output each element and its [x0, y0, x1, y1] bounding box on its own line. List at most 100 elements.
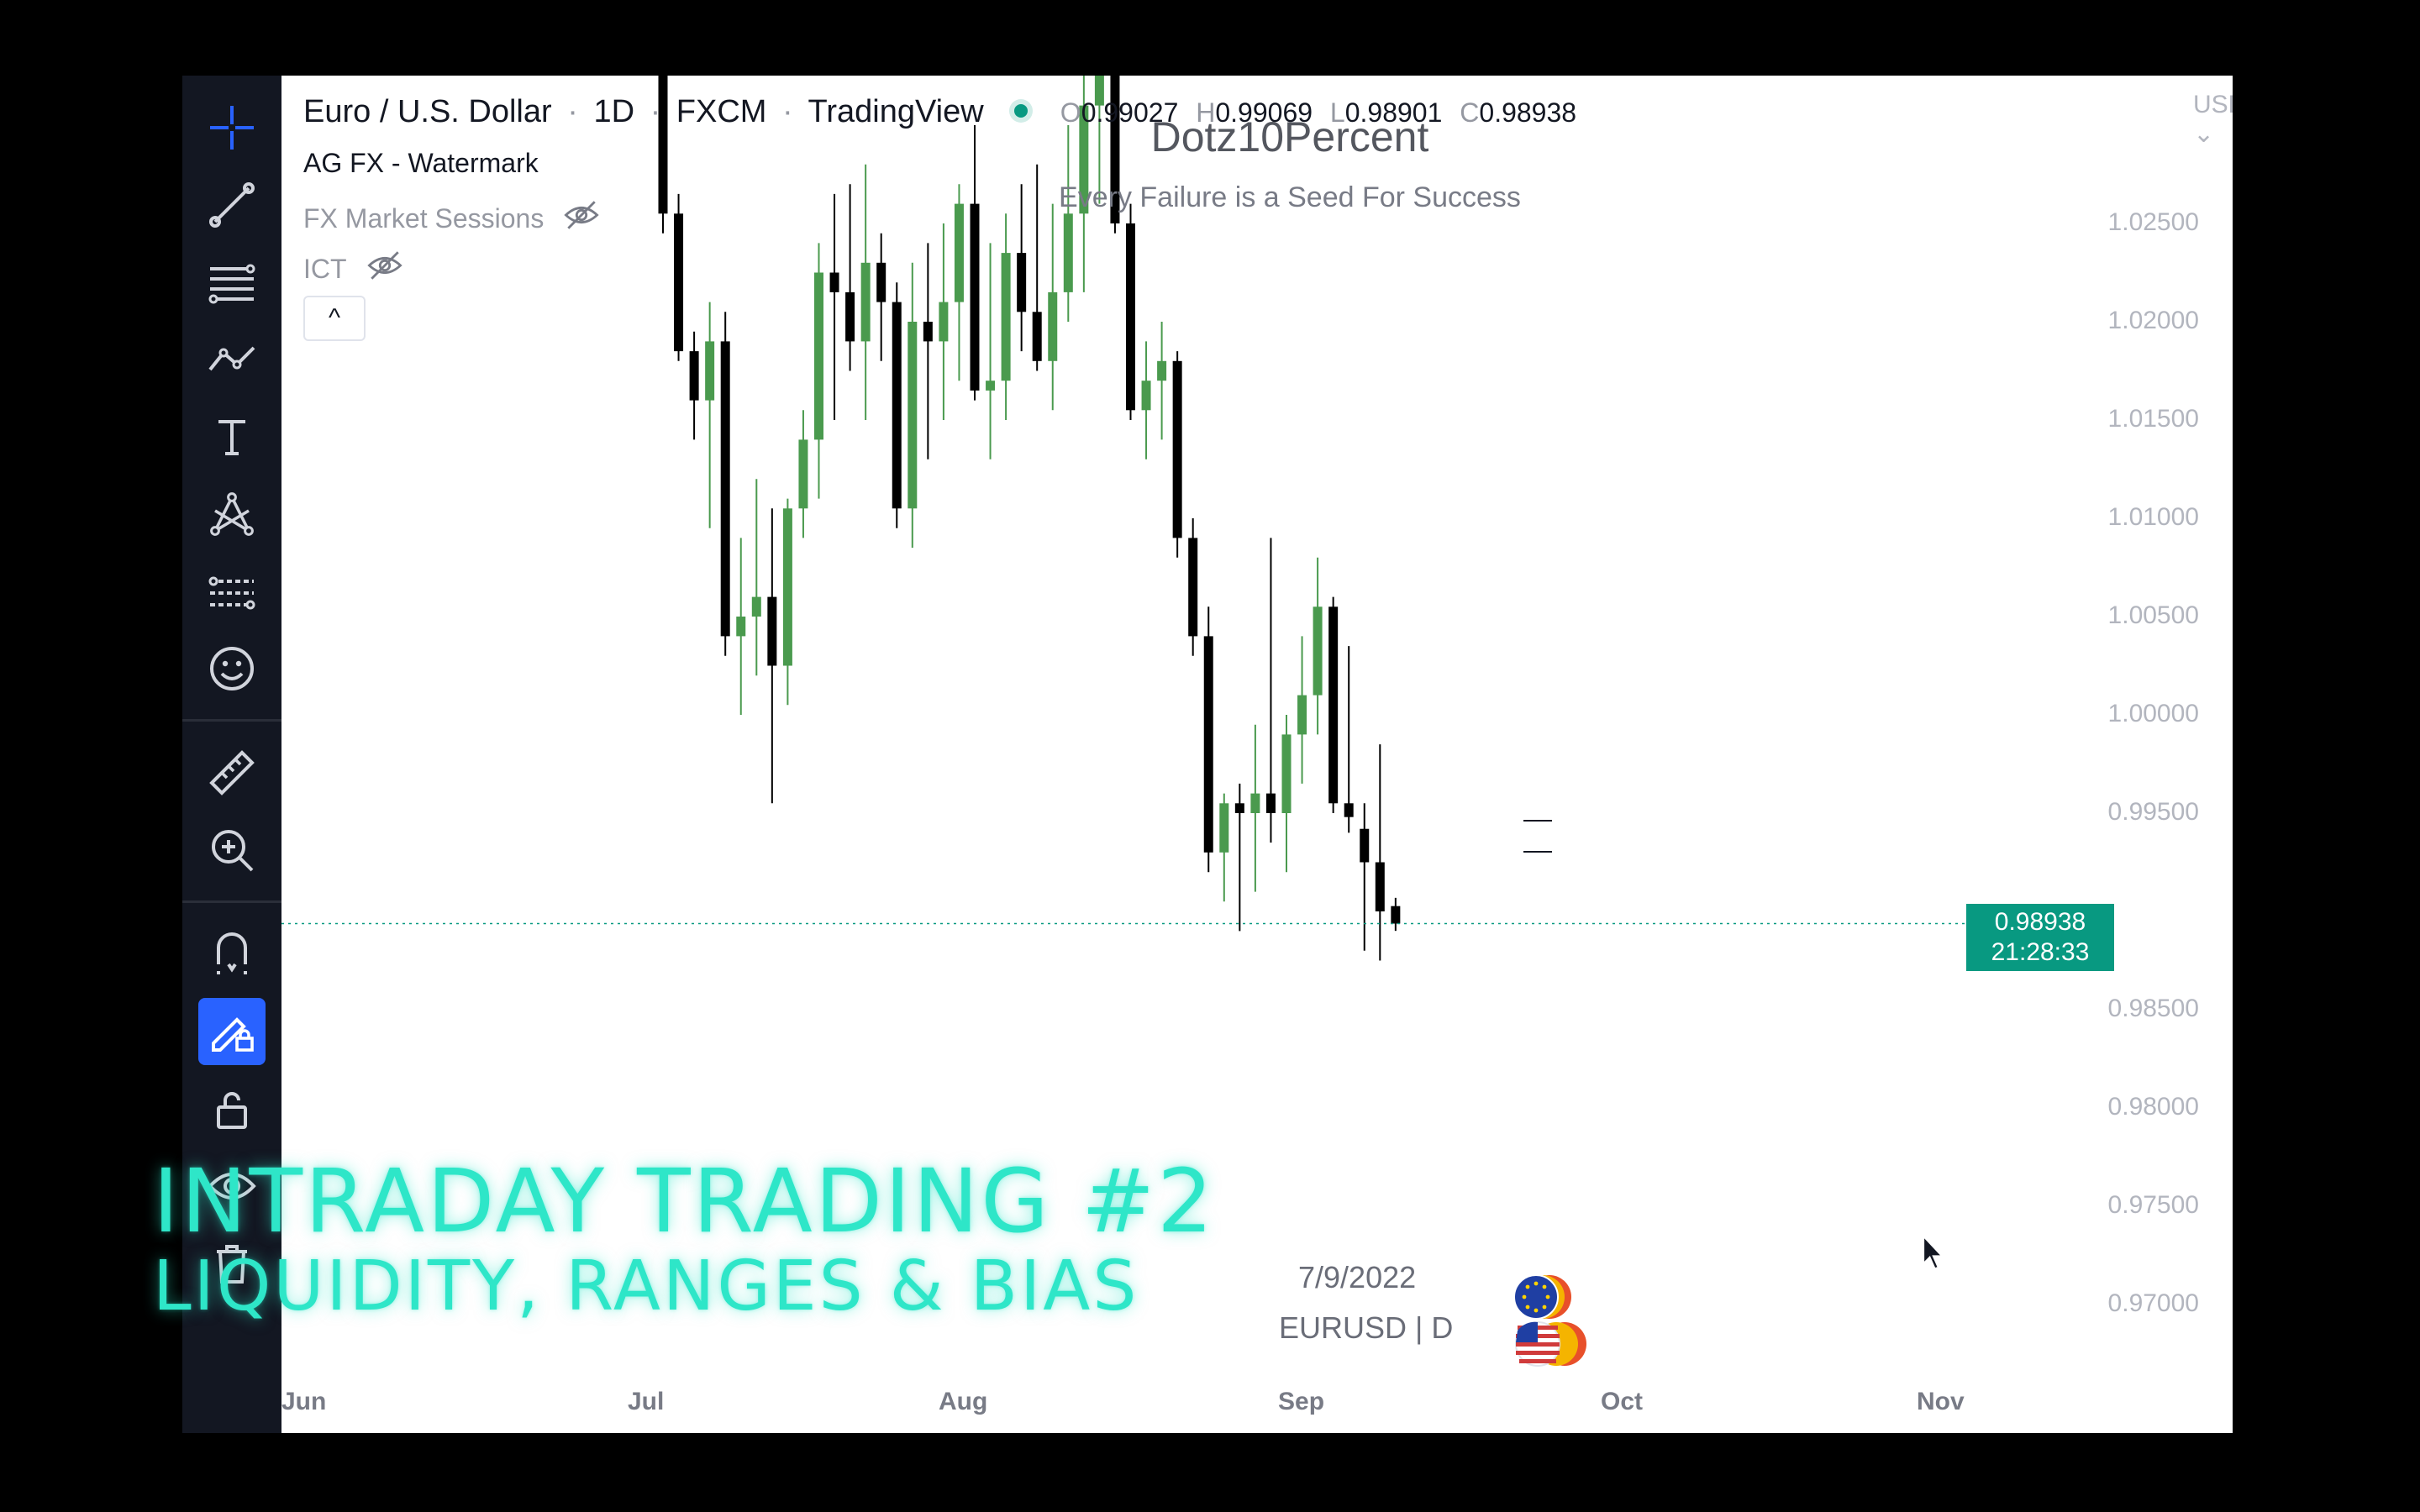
mouse-cursor-icon [1921, 1233, 1946, 1276]
watermark-title: Dotz10Percent [1150, 113, 1429, 160]
candle-up[interactable] [814, 272, 823, 440]
candle-up[interactable] [782, 508, 792, 666]
candle-down[interactable] [892, 302, 902, 509]
currency-label: USD [2193, 91, 2233, 118]
fib-icon[interactable] [198, 249, 266, 316]
collapse-legend-button[interactable]: ^ [303, 296, 366, 341]
candle-down[interactable] [1017, 253, 1027, 312]
indicator-label: FX Market Sessions [303, 202, 544, 234]
lock-drawing-icon[interactable] [198, 998, 266, 1065]
candle-up[interactable] [1157, 360, 1167, 381]
candle-down[interactable] [1328, 606, 1339, 804]
candle-up[interactable] [1001, 253, 1011, 381]
overlay-subtitle: LIQUIDITY, RANGES & BIAS [153, 1247, 1139, 1326]
watermark-subtitle: Every Failure is a Seed For Success [1059, 181, 1521, 213]
trash-icon[interactable] [198, 1230, 266, 1297]
crosshair-icon[interactable] [198, 94, 266, 161]
candle-up[interactable] [751, 596, 761, 617]
candle-down[interactable] [1126, 223, 1135, 411]
candle-down[interactable] [1360, 828, 1370, 863]
session-marker [1523, 820, 1552, 853]
candle-down[interactable] [1265, 793, 1276, 813]
legend-separator: · [782, 94, 793, 129]
forecast-icon[interactable] [198, 558, 266, 625]
indicator-watermark[interactable]: AG FX - Watermark [303, 148, 539, 179]
candle-up[interactable] [705, 341, 715, 401]
low-key: L [1329, 97, 1345, 128]
candle-up[interactable] [986, 381, 996, 391]
candle-up[interactable] [1141, 381, 1151, 411]
price-plot[interactable] [281, 76, 2233, 1433]
node-icon[interactable] [198, 480, 266, 548]
candle-down[interactable] [1110, 76, 1120, 223]
time-axis-label: Sep [1278, 1388, 1325, 1415]
close-value: 0.98938 [1479, 97, 1577, 128]
ruler-icon[interactable] [198, 739, 266, 806]
candle-up[interactable] [954, 203, 964, 302]
candle-down[interactable] [1188, 538, 1198, 637]
pattern-icon[interactable] [198, 326, 266, 393]
symbol-name[interactable]: Euro / U.S. Dollar [303, 94, 552, 129]
candle-down[interactable] [1344, 803, 1354, 817]
interval-label[interactable]: 1D [593, 94, 635, 129]
market-status-dot[interactable] [1014, 104, 1028, 118]
candle-down[interactable] [1172, 360, 1182, 538]
eye-icon[interactable] [198, 1152, 266, 1220]
candle-down[interactable] [876, 262, 886, 302]
candle-down[interactable] [829, 272, 839, 292]
candle-up[interactable] [1048, 291, 1058, 361]
candle-down[interactable] [1203, 636, 1213, 853]
candle-down[interactable] [970, 203, 980, 391]
hidden-eye-icon[interactable] [562, 198, 601, 239]
candle-down[interactable] [767, 596, 777, 666]
candle-up[interactable] [908, 322, 918, 509]
candle-down[interactable] [1234, 803, 1244, 813]
candle-up[interactable] [939, 302, 949, 342]
candle-up[interactable] [1094, 76, 1104, 106]
candle-up[interactable] [1079, 105, 1089, 214]
candle-down[interactable] [658, 76, 668, 214]
candle-up[interactable] [860, 262, 871, 342]
candle-up[interactable] [798, 439, 808, 509]
candle-down[interactable] [674, 213, 684, 352]
bar-countdown: 21:28:33 [1991, 938, 2090, 966]
drawing-toolbar [182, 76, 281, 1433]
time-axis-label: Jun [281, 1388, 327, 1415]
indicator-ict[interactable]: ICT [303, 249, 404, 289]
legend-separator: · [567, 94, 578, 129]
candle-up[interactable] [1313, 606, 1323, 696]
candle-down[interactable] [923, 322, 933, 342]
time-axis-label: Jul [628, 1388, 665, 1415]
price-axis-label: 1.02500 [2107, 208, 2199, 236]
candle-down[interactable] [1032, 312, 1042, 361]
unlock-icon[interactable] [198, 1075, 266, 1142]
magnet-icon[interactable] [198, 921, 266, 988]
trendline-icon[interactable] [198, 171, 266, 239]
candle-down[interactable] [689, 351, 699, 401]
candle-up[interactable] [1297, 695, 1307, 735]
indicator-sessions[interactable]: FX Market Sessions [303, 198, 601, 239]
candle-up[interactable] [736, 617, 746, 637]
emoji-icon[interactable] [198, 635, 266, 702]
candle-down[interactable] [720, 341, 730, 637]
symbol-legend[interactable]: Euro / U.S. Dollar · 1D · FXCM · Trading… [303, 94, 1576, 130]
zoom-icon[interactable] [198, 816, 266, 884]
price-axis-label: 0.98000 [2107, 1093, 2199, 1121]
currency-selector[interactable]: USD ⌄ [2193, 91, 2233, 149]
price-axis-label: 1.01000 [2107, 503, 2199, 531]
currency-flags-icon [1512, 1272, 1597, 1373]
price-axis-label: 1.00000 [2107, 700, 2199, 727]
high-key: H [1196, 97, 1216, 128]
candle-up[interactable] [1063, 213, 1073, 292]
candle-up[interactable] [1250, 793, 1260, 813]
hidden-eye-icon[interactable] [366, 249, 404, 289]
text-icon[interactable] [198, 403, 266, 470]
open-key: O [1060, 97, 1081, 128]
candle-up[interactable] [1219, 803, 1229, 853]
price-axis-label: 0.98500 [2107, 995, 2199, 1022]
candle-up[interactable] [1281, 734, 1292, 813]
chart-pane[interactable]: Dotz10Percent Every Failure is a Seed Fo… [281, 76, 2233, 1433]
candle-down[interactable] [1375, 862, 1385, 912]
candle-down[interactable] [1391, 906, 1401, 924]
candle-down[interactable] [845, 291, 855, 342]
